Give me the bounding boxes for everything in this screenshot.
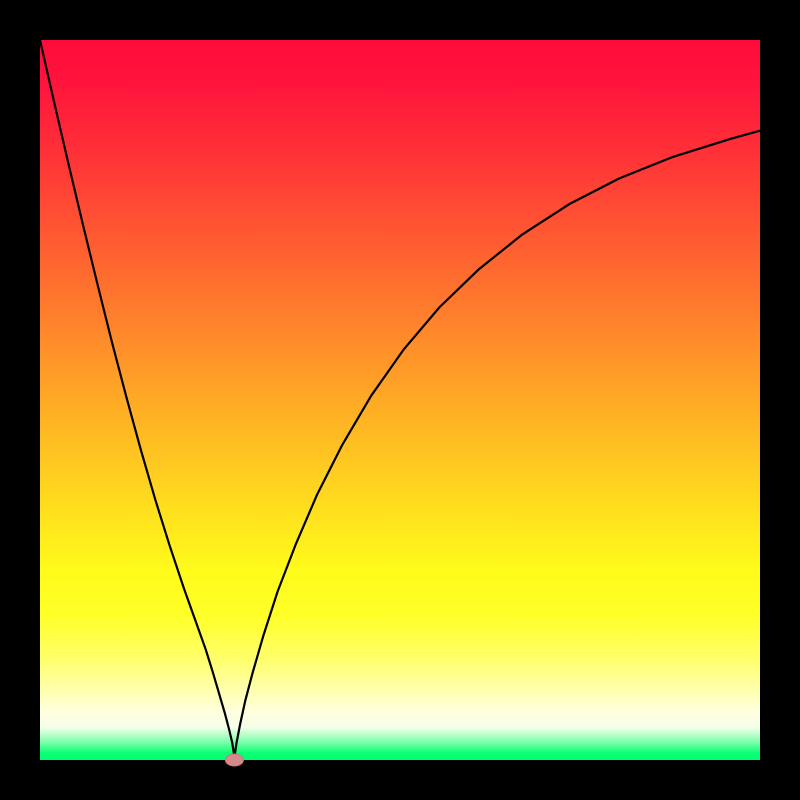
chart-container: TheBottleneck.com <box>0 0 800 800</box>
optimal-point-marker <box>225 754 243 766</box>
bottleneck-chart <box>0 0 800 800</box>
plot-background <box>40 40 760 760</box>
